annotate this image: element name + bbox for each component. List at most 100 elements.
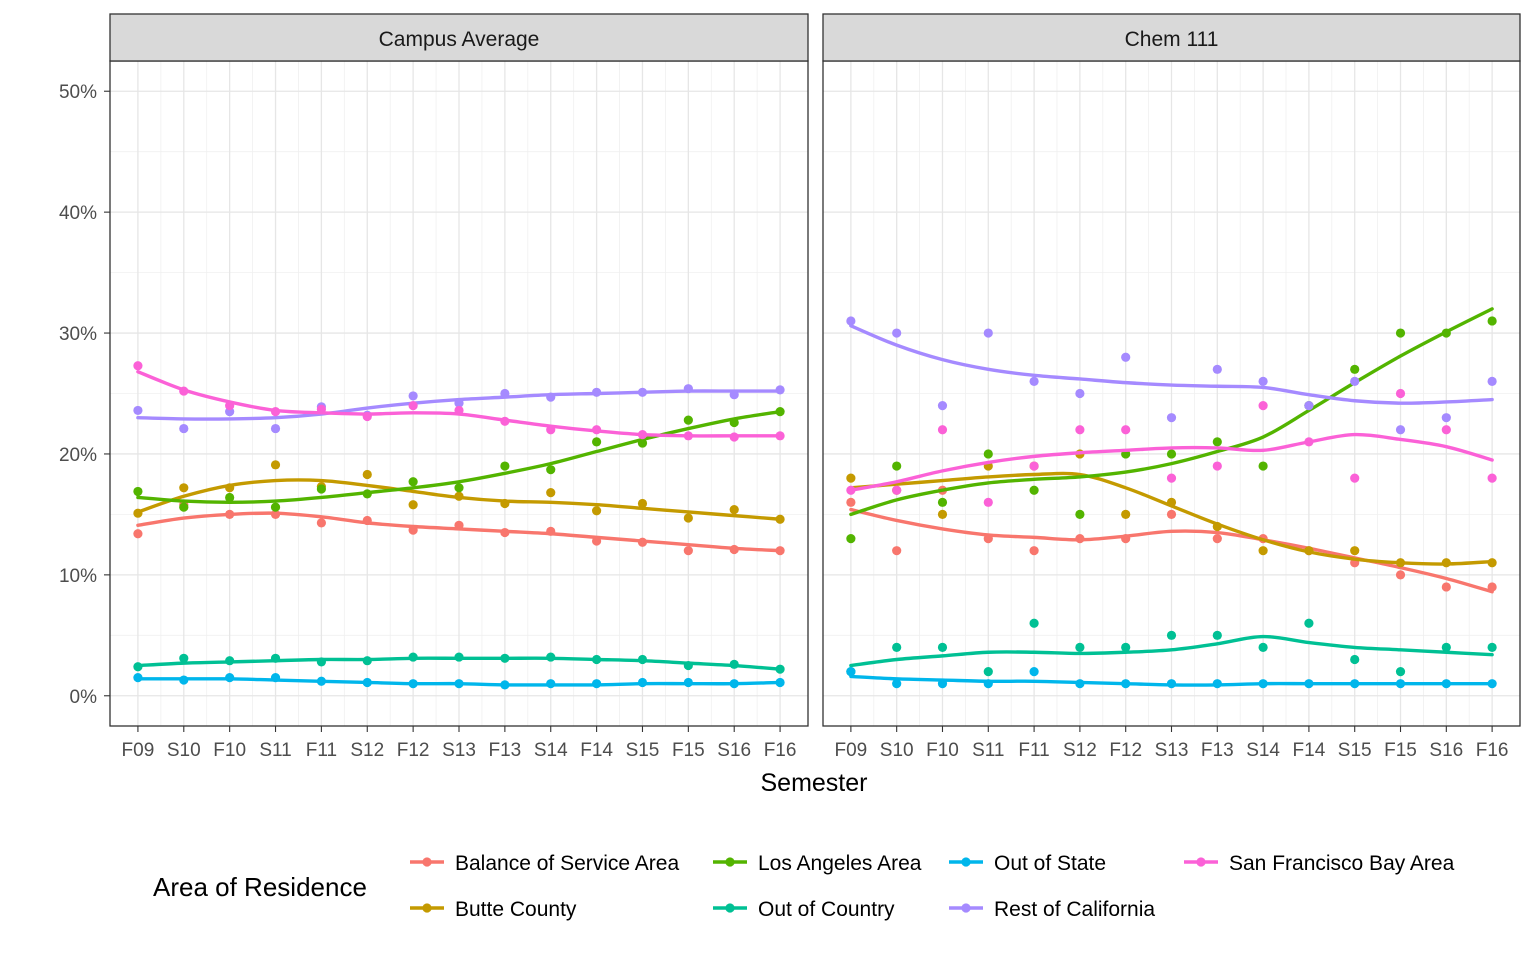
panel-campus-average: Campus Average F09 S10 F10 S11 F11 S12 F12 S13 F1…	[109, 13, 809, 761]
data-point	[592, 425, 602, 435]
data-point	[775, 664, 785, 674]
data-point	[729, 504, 739, 515]
x-tick-label: F09	[835, 740, 868, 761]
legend-entry-butte-county: Butte County	[410, 898, 577, 921]
data-point	[362, 656, 372, 666]
data-point	[500, 680, 510, 690]
data-point	[1075, 388, 1085, 399]
data-point	[775, 407, 785, 417]
data-point	[454, 520, 464, 530]
data-point	[1075, 425, 1085, 435]
data-point	[1441, 582, 1451, 592]
data-point	[500, 527, 510, 538]
data-point	[1304, 618, 1314, 628]
data-point	[683, 384, 693, 394]
data-point	[546, 392, 556, 402]
data-point	[546, 488, 556, 498]
data-point	[937, 425, 948, 435]
data-point	[1395, 558, 1406, 568]
x-axis-title: Semester	[761, 769, 868, 797]
legend-key-point	[725, 903, 735, 913]
legend-entry-out-of-state: Out of State	[949, 852, 1106, 875]
data-point	[1487, 376, 1497, 387]
legend-label: Butte County	[455, 898, 577, 921]
data-point	[225, 656, 235, 666]
legend-key-point	[725, 857, 735, 867]
y-tick-label: 10%	[59, 566, 97, 587]
legend-key-point	[961, 857, 971, 867]
data-point	[846, 497, 856, 507]
x-tick-label: F12	[1109, 740, 1142, 761]
legend-label: Los Angeles Area	[758, 852, 922, 875]
data-point	[225, 483, 235, 493]
data-point	[729, 679, 739, 689]
series-san-francisco-bay-area	[133, 361, 785, 442]
data-point	[983, 666, 993, 677]
data-point	[1441, 679, 1451, 689]
data-point	[546, 679, 556, 689]
data-point	[1350, 654, 1360, 665]
data-point	[133, 361, 143, 371]
data-point	[500, 498, 510, 509]
data-point	[937, 400, 948, 411]
x-tick-label: F15	[1384, 740, 1417, 761]
data-point	[1441, 425, 1451, 435]
data-point	[637, 498, 648, 509]
trend-line	[849, 634, 1494, 668]
x-tick-label: F09	[122, 740, 155, 761]
data-point	[1487, 582, 1497, 592]
data-point	[1304, 679, 1314, 689]
data-point	[362, 677, 372, 688]
legend-entry-san-francisco-bay-area: San Francisco Bay Area	[1184, 852, 1455, 875]
data-point	[729, 659, 739, 669]
data-point	[179, 653, 189, 663]
data-point	[1258, 546, 1268, 556]
data-point	[1350, 546, 1360, 556]
data-point	[133, 662, 143, 672]
x-tick-label: S15	[1338, 740, 1372, 761]
data-point	[1121, 352, 1131, 362]
data-point	[316, 518, 326, 528]
data-point	[1121, 642, 1131, 653]
data-point	[1395, 388, 1406, 399]
series-out-of-state	[846, 666, 1497, 689]
data-point	[316, 484, 326, 494]
data-point	[846, 485, 856, 495]
data-point	[179, 483, 189, 493]
data-point	[408, 500, 418, 510]
data-point	[1487, 679, 1497, 689]
x-tick-label: S10	[167, 740, 201, 761]
data-point	[775, 385, 785, 395]
data-point	[983, 679, 993, 689]
x-tick-label: S11	[972, 740, 1004, 761]
data-point	[1121, 425, 1131, 435]
data-point	[937, 642, 948, 653]
data-point	[729, 417, 739, 428]
data-point	[270, 673, 281, 683]
facet-strip-label: Campus Average	[379, 28, 540, 51]
data-point	[1212, 437, 1222, 447]
data-point	[133, 405, 143, 416]
facet-strip	[109, 13, 809, 62]
data-point	[179, 502, 189, 512]
data-point	[1258, 679, 1268, 689]
x-tick-label: S11	[259, 740, 291, 761]
data-point	[1350, 376, 1360, 387]
data-point	[1029, 461, 1039, 471]
data-point	[1166, 509, 1177, 520]
data-point	[892, 642, 902, 653]
data-point	[775, 546, 785, 556]
data-point	[500, 653, 510, 663]
legend-title: Area of Residence	[153, 872, 367, 902]
series-rest-of-california	[846, 316, 1497, 435]
data-point	[1212, 364, 1222, 374]
trend-line	[136, 409, 782, 505]
data-point	[729, 544, 739, 555]
x-tick-label: F10	[926, 740, 959, 761]
data-point	[1441, 328, 1451, 338]
data-point	[408, 400, 418, 411]
data-point	[133, 486, 143, 497]
x-tick-label: S14	[1246, 740, 1280, 761]
data-point	[637, 438, 648, 448]
data-point	[729, 432, 739, 442]
